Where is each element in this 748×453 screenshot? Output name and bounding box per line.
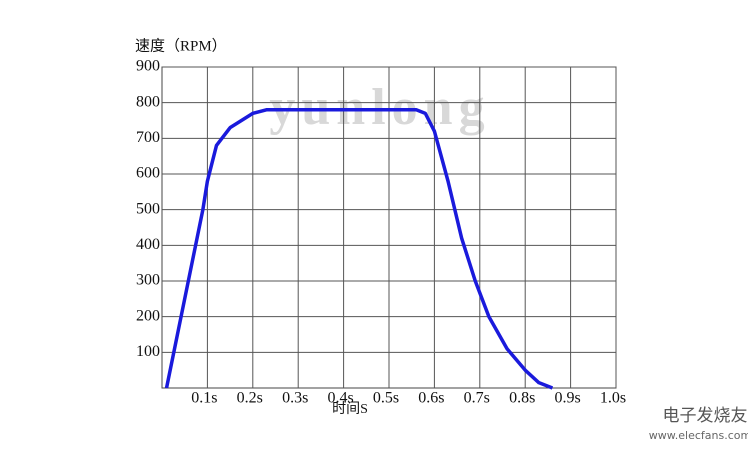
line	[164, 108, 554, 390]
y-tick-label: 100	[136, 343, 160, 360]
x-tick-label: 0.2s	[237, 390, 263, 407]
y-tick-label: 400	[136, 236, 160, 253]
y-tick-label: 700	[136, 129, 160, 146]
y-axis-label: 速度（RPM）	[135, 37, 227, 54]
y-tick-label: 300	[136, 272, 160, 289]
x-tick-label: 1.0s	[600, 390, 626, 407]
y-tick-label: 900	[136, 58, 160, 75]
x-axis-label: 时间S	[332, 401, 368, 417]
x-tick-label: 0.6s	[418, 390, 444, 407]
watermark: yunlong	[269, 79, 490, 136]
x-tick-label: 0.4s	[327, 390, 353, 407]
y-tick-label: 600	[136, 165, 160, 182]
logo: 电子发烧友	[663, 406, 748, 426]
x-tick-label: 0.3s	[282, 390, 308, 407]
x-tick-label: 0.1s	[191, 390, 217, 407]
y-tick-label: 500	[136, 200, 160, 217]
logo-url: www.elecfans.com	[649, 429, 748, 442]
y-tick-label: 800	[136, 93, 160, 110]
x-tick-label: 0.7s	[464, 390, 490, 407]
y-tick-label: 200	[136, 307, 160, 324]
x-tick-label: 0.8s	[509, 390, 535, 407]
x-tick-label: 0.5s	[373, 390, 399, 407]
x-tick-label: 0.9s	[554, 390, 580, 407]
